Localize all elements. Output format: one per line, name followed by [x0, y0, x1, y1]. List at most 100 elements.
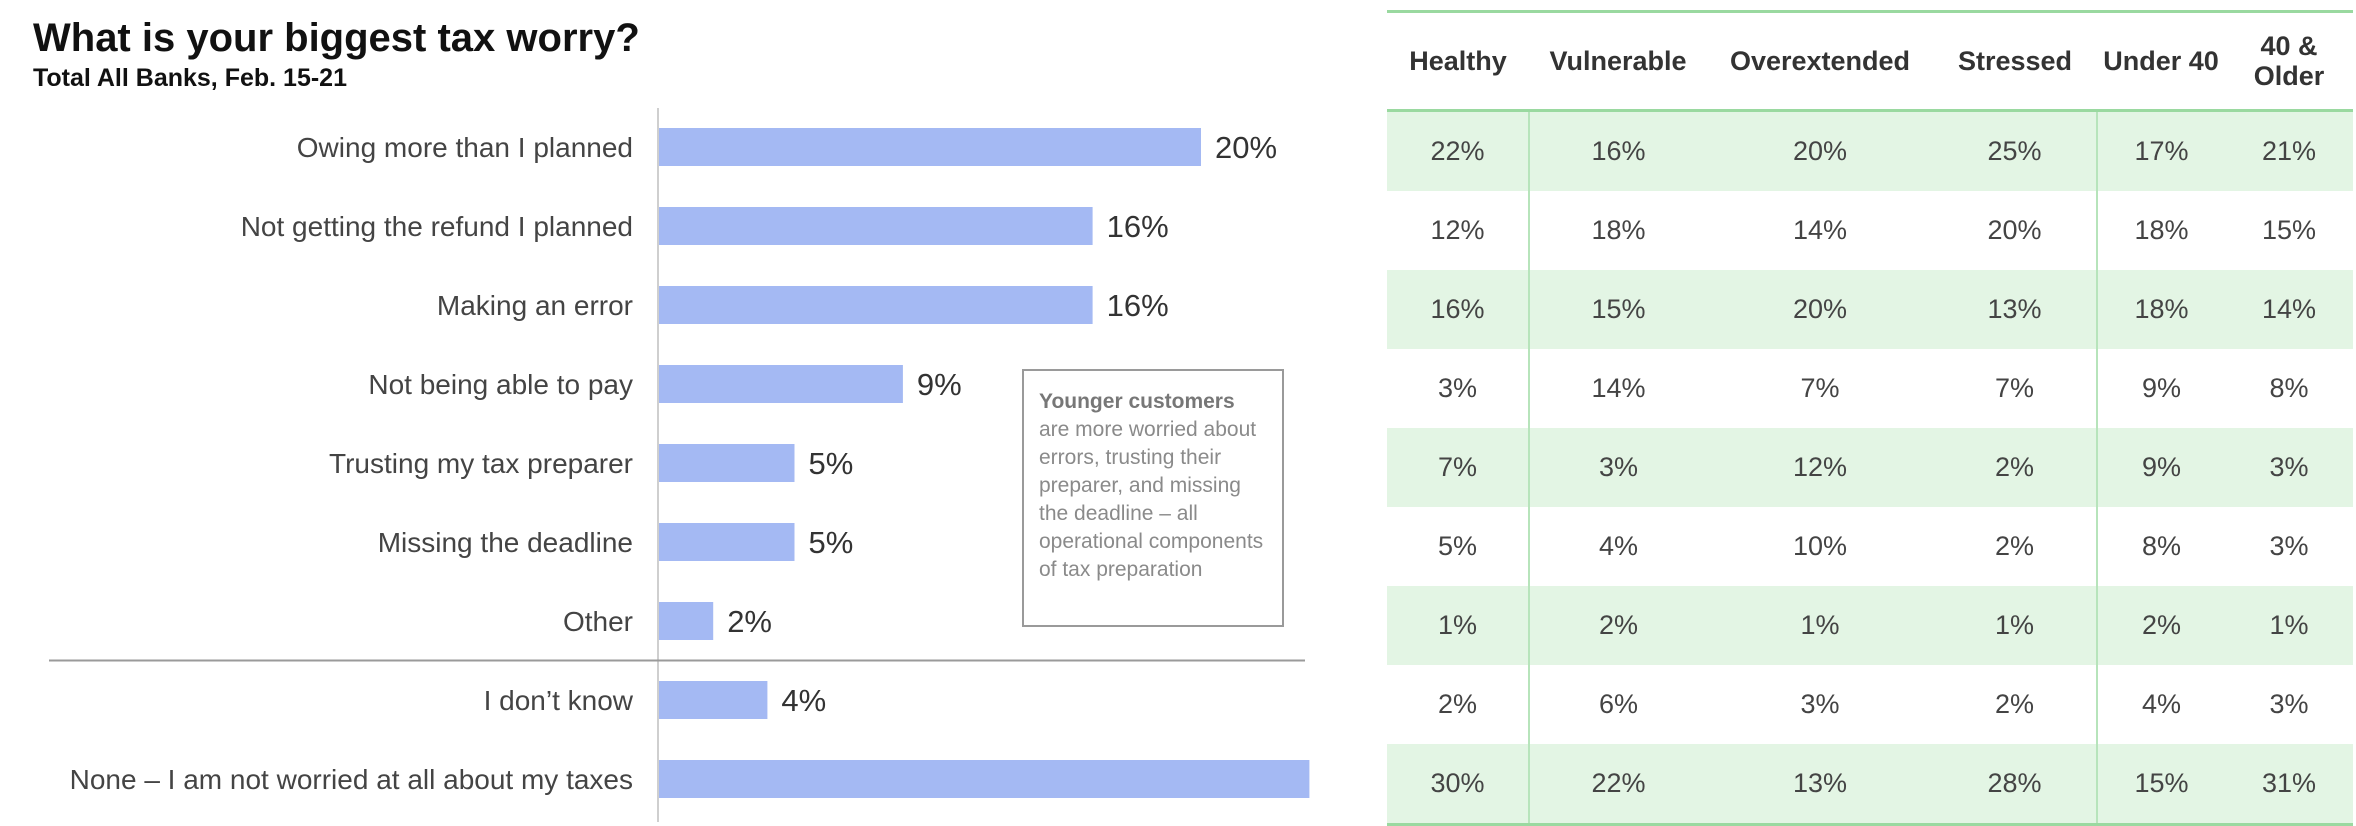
table-row: 3% 14% 7% 7% 9% 8%	[1387, 349, 2353, 428]
table-cell: 2%	[1387, 665, 1530, 744]
table-header-cell: Healthy	[1387, 10, 1529, 112]
table-cell: 7%	[1800, 373, 1840, 403]
table-cell: 9%	[2096, 349, 2225, 428]
bar	[659, 286, 1093, 324]
chart-subtitle: Total All Banks, Feb. 15-21	[33, 64, 347, 92]
data-label: 9%	[917, 367, 962, 402]
table-header-cell: Vulnerable	[1529, 10, 1707, 112]
table-row: 5% 4% 10% 2% 8% 3%	[1387, 507, 2353, 586]
data-label: 5%	[809, 446, 854, 481]
table-header-cell: Overextended	[1707, 10, 1933, 112]
data-label: 5%	[809, 525, 854, 560]
table-cell: 3%	[2225, 428, 2353, 507]
category-label: Not getting the refund I planned	[241, 211, 633, 242]
callout-box: Younger customers are more worried about…	[1022, 369, 1284, 627]
table-cell: 2%	[1933, 428, 2097, 507]
table-cell: 1%	[1933, 586, 2097, 665]
category-label: Not being able to pay	[368, 369, 633, 400]
table-cell: 1%	[1707, 586, 1933, 665]
table-row: 1% 2% 1% 1% 2% 1%	[1387, 586, 2353, 665]
table-cell: 16%	[1529, 110, 1707, 191]
table-cell: 25%	[1933, 110, 2097, 191]
category-label: Other	[563, 606, 633, 637]
bar	[659, 602, 714, 640]
table-cell: 8%	[2269, 373, 2309, 403]
data-label: 4%	[781, 683, 826, 718]
table-cell: 18%	[2096, 191, 2225, 270]
segment-table: Healthy Vulnerable Overextended Stressed Und…	[1387, 10, 2353, 826]
table-cell: 14%	[1792, 215, 1848, 245]
table-cell: 2%	[1994, 531, 2035, 561]
table-cell: 7%	[1387, 428, 1530, 507]
table-cell: 6%	[1598, 689, 1639, 719]
table-row: 16% 15% 20% 13% 18% 14%	[1387, 270, 2353, 349]
table-cell: 14%	[1591, 373, 1646, 403]
table-cell: 18%	[1591, 215, 1646, 245]
table-header-cell: 40 & Older	[2225, 10, 2353, 112]
table-cell: 10%	[1792, 531, 1848, 561]
table-cell: 2%	[2096, 586, 2225, 665]
table-cell: 22%	[1529, 744, 1707, 826]
table-cell: 14%	[2225, 270, 2353, 349]
table-cell: 1%	[2225, 586, 2353, 665]
table-cell: 1%	[1387, 586, 1530, 665]
table-cell: 9%	[2096, 428, 2225, 507]
table-cell: 18%	[2096, 270, 2225, 349]
table-header-cell: Stressed	[1933, 10, 2097, 112]
table-cell: 13%	[1707, 744, 1933, 826]
data-label: 20%	[1215, 130, 1277, 165]
table-cell: 4%	[2096, 665, 2225, 744]
segment-table-container: Healthy Vulnerable Overextended Stressed Und…	[1387, 10, 2353, 826]
table-cell: 22%	[1387, 110, 1530, 191]
category-label: I don’t know	[484, 685, 634, 716]
table-cell: 3%	[1387, 349, 1530, 428]
table-row: 12% 18% 14% 20% 18% 15%	[1387, 191, 2353, 270]
table-row: 30% 22% 13% 28% 15% 31%	[1387, 744, 2353, 826]
table-cell: 20%	[1987, 215, 2042, 245]
table-cell: 4%	[1598, 531, 1639, 561]
callout-text: are more worried about errors, trusting …	[1039, 418, 1264, 581]
table-cell: 15%	[2096, 744, 2225, 826]
table-cell: 17%	[2096, 110, 2225, 191]
chart-title: What is your biggest tax worry?	[33, 16, 640, 60]
data-label: 2%	[727, 604, 772, 639]
table-body: 22% 16% 20% 25% 17% 21% 12% 18% 14% 20% 18% 15% 16% 1…	[1387, 110, 2353, 826]
bar	[659, 128, 1201, 166]
category-label: Owing more than I planned	[297, 132, 633, 163]
table-header-cell: Under 40	[2097, 10, 2225, 112]
table-cell: 3%	[2269, 531, 2309, 561]
table-cell: 3%	[1800, 689, 1840, 719]
table-cell: 28%	[1933, 744, 2097, 826]
category-label: Trusting my tax preparer	[329, 448, 633, 479]
table-cell: 13%	[1933, 270, 2097, 349]
table-row: 22% 16% 20% 25% 17% 21%	[1387, 110, 2353, 191]
table-cell: 8%	[2096, 507, 2225, 586]
table-header-row: Healthy Vulnerable Overextended Stressed Und…	[1387, 10, 2353, 112]
bar	[659, 523, 795, 561]
bar	[659, 444, 795, 482]
table-row: 2% 6% 3% 2% 4% 3%	[1387, 665, 2353, 744]
table-cell: 30%	[1387, 744, 1530, 826]
callout-bold-text: Younger customers	[1039, 390, 1235, 413]
table-cell: 20%	[1707, 110, 1933, 191]
table-cell: 2%	[1529, 586, 1707, 665]
table-cell: 7%	[1994, 373, 2035, 403]
table-row: 7% 3% 12% 2% 9% 3%	[1387, 428, 2353, 507]
table-cell: 3%	[1529, 428, 1707, 507]
category-label: Making an error	[437, 290, 633, 321]
bar-chart: Owing more than I planned 20% Not getting …	[49, 108, 1310, 822]
data-label: 16%	[1107, 288, 1169, 323]
bar	[659, 681, 768, 719]
table-cell: 12%	[1707, 428, 1933, 507]
category-label: None – I am not worried at all about my …	[70, 764, 633, 795]
bar	[659, 365, 903, 403]
bar	[659, 207, 1093, 245]
category-label: Missing the deadline	[378, 527, 633, 558]
table-cell: 16%	[1387, 270, 1530, 349]
table-cell: 20%	[1707, 270, 1933, 349]
table-cell: 15%	[1529, 270, 1707, 349]
data-label: 16%	[1107, 209, 1169, 244]
table-cell: 21%	[2225, 110, 2353, 191]
table-cell: 3%	[2269, 689, 2309, 719]
table-cell: 15%	[2261, 215, 2317, 245]
